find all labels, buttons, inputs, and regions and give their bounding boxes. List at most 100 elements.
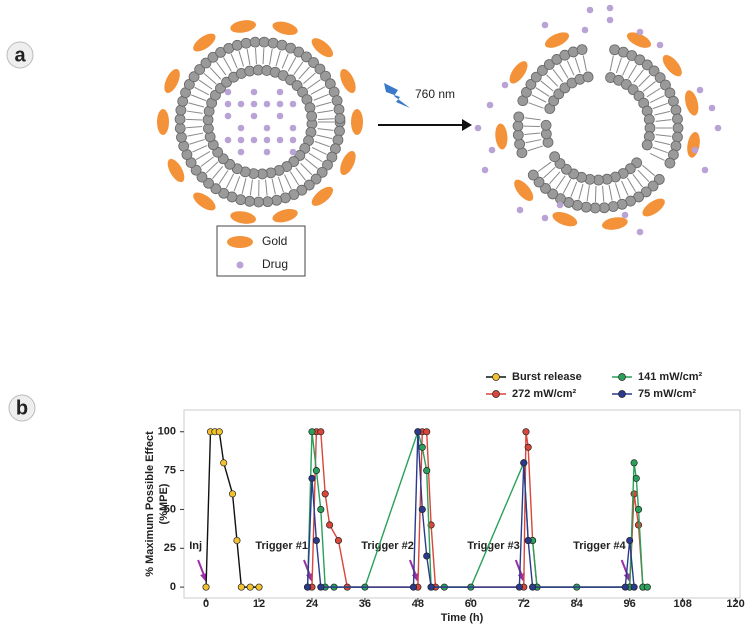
drug (475, 125, 482, 132)
lipid-head (272, 195, 282, 205)
arrow-head (462, 119, 472, 131)
gold-particle (271, 19, 299, 37)
data-point (304, 584, 310, 590)
x-tick-label: 96 (624, 598, 636, 610)
data-point (423, 467, 429, 473)
lipid-tail (278, 177, 283, 192)
data-point (635, 506, 641, 512)
gold-particle (271, 207, 299, 225)
drug (637, 229, 644, 236)
data-point (313, 537, 319, 543)
lipid-head (590, 203, 600, 213)
drug (709, 105, 716, 112)
lipid-tail (579, 184, 583, 199)
lipid-tail (272, 179, 275, 195)
data-point (415, 429, 421, 435)
lipid-head (583, 72, 593, 82)
lipid-head (176, 132, 186, 142)
gold-particle (157, 109, 169, 135)
drug (290, 149, 297, 156)
lipid-tail (186, 119, 202, 120)
series-line (308, 432, 648, 587)
drug (557, 202, 564, 209)
lipid-tail (587, 185, 589, 201)
lipid-head (175, 123, 185, 133)
legend-label: Burst release (512, 371, 582, 383)
series-line (312, 432, 643, 587)
legend-marker (493, 374, 500, 381)
drug (238, 125, 245, 132)
lipid-head (617, 199, 627, 209)
drug (225, 137, 232, 144)
gold-particle (685, 131, 701, 159)
lipid-tail (266, 180, 268, 196)
lipid-head (254, 197, 264, 207)
lipid-tail (191, 95, 206, 101)
lipid-tail (187, 111, 203, 113)
lipid-head (263, 197, 273, 207)
lipid-tail (538, 162, 551, 171)
lipid-tail (634, 70, 644, 83)
lipid-tail (560, 65, 568, 79)
y-tick-label: 25 (164, 542, 176, 554)
light-bolt (384, 83, 410, 108)
drug (487, 102, 494, 109)
data-point (221, 460, 227, 466)
lipid-tail (553, 69, 563, 82)
lipid-tail (201, 157, 214, 167)
drug (715, 125, 722, 132)
annotation: Trigger #2 (361, 540, 414, 552)
lipid-tail (532, 95, 546, 102)
lipid-tail (633, 174, 643, 187)
lipid-tail (583, 55, 586, 71)
lipid-tail (199, 80, 212, 89)
lipid-head (334, 126, 344, 136)
gold-particle (683, 89, 701, 117)
drug (502, 82, 509, 89)
data-point (631, 491, 637, 497)
lipid-head (179, 141, 189, 151)
drug (238, 101, 245, 108)
lipid-head (335, 114, 345, 124)
drug (277, 89, 284, 96)
lipid-tail (234, 176, 240, 191)
drug (542, 22, 549, 29)
lipid-tail (224, 58, 232, 72)
lipid-tail (290, 171, 298, 185)
lipid-tail (195, 87, 209, 95)
data-point (521, 460, 527, 466)
data-point (229, 491, 235, 497)
lipid-head (176, 105, 186, 115)
lipid-head (672, 132, 682, 142)
lipid-tail (311, 87, 325, 95)
gold-particle (511, 177, 537, 205)
y-tick-label: 100 (158, 426, 176, 438)
drug (290, 125, 297, 132)
lipid-head (245, 196, 255, 206)
drug (238, 149, 245, 156)
lipid-head (517, 148, 527, 158)
lipid-tail (217, 62, 226, 75)
drug (290, 101, 297, 108)
data-point (644, 584, 650, 590)
drug (264, 137, 271, 144)
series-line (206, 432, 259, 587)
lipid-tail (650, 153, 664, 160)
data-point (216, 429, 222, 435)
lipid-head (334, 104, 344, 114)
lipid-tail (189, 103, 204, 107)
lipid-tail (317, 110, 333, 113)
gold-particle (190, 30, 218, 55)
lipid-tail (305, 159, 317, 169)
drug (238, 137, 245, 144)
lipid-tail (549, 172, 559, 184)
lipid-head (250, 37, 260, 47)
lipid-tail (615, 183, 620, 198)
lipid-head (673, 123, 683, 133)
drug-icon (237, 262, 244, 269)
drug (607, 5, 614, 12)
lipid-head (541, 120, 551, 130)
drug (264, 125, 271, 132)
lipid-head (514, 112, 524, 122)
